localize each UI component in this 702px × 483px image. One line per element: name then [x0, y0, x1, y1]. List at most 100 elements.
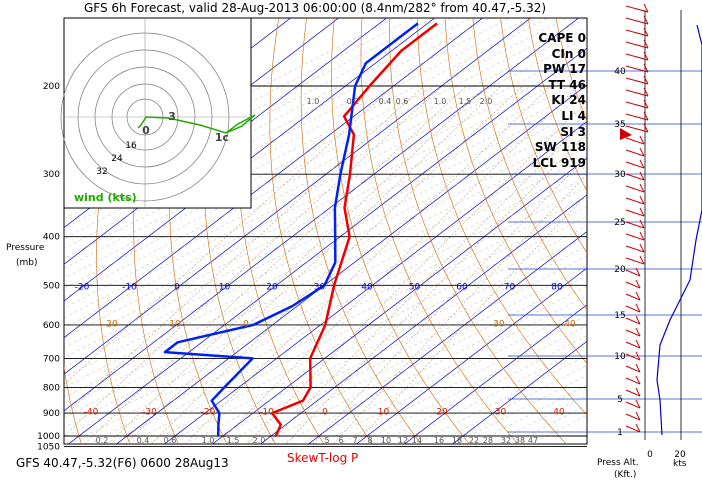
moist-guide-line — [127, 206, 587, 444]
altitude-tick-label: 5 — [617, 395, 623, 405]
index-sw: SW 118 — [534, 140, 586, 155]
moist-guide-line — [64, 18, 549, 269]
mixing-ratio-line — [354, 193, 587, 444]
dry-adiabat-tick-label: 0 — [322, 407, 328, 417]
wind-barb — [643, 87, 649, 97]
wind-barb — [625, 425, 641, 433]
dry-adiabat-upper-label: 0 — [243, 320, 249, 330]
dry-adiabat-tick-label: -10 — [259, 407, 274, 417]
dry-adiabat-tick-label: 20 — [436, 407, 448, 417]
mixing-ratio-bottom-label: 1.5 — [227, 436, 240, 445]
pressure-tick-label: 400 — [43, 233, 60, 243]
moist-guide-line — [396, 345, 587, 444]
moist-guide-line — [280, 285, 587, 444]
hodograph-trace — [137, 114, 256, 134]
mixing-ratio-bottom-label: 2.0 — [253, 436, 266, 445]
moist-guide-line — [64, 18, 510, 249]
moist-guide-line — [357, 325, 587, 444]
mixing-ratio-top-label: 2.0 — [480, 97, 493, 106]
wind-barb — [625, 137, 645, 145]
wind-barb — [639, 159, 645, 169]
wind-barb — [635, 267, 641, 277]
wind-barb — [643, 51, 649, 61]
wind-barb — [639, 195, 645, 205]
dry-adiabat-line — [269, 18, 373, 444]
dry-adiabat-tick-label: 10 — [378, 407, 390, 417]
wind-barb — [625, 65, 649, 73]
dry-adiabat-tick-label: -20 — [201, 407, 216, 417]
dry-adiabat-line — [389, 18, 567, 444]
wind-barb — [625, 221, 645, 229]
dry-adiabat-line — [500, 18, 587, 254]
wind-barb — [643, 75, 649, 85]
moist-guide-line — [146, 216, 587, 444]
wind-barb — [625, 197, 645, 205]
hodograph-ring-label: 16 — [125, 141, 137, 151]
moist-guide-line — [64, 146, 587, 418]
isotherm-line — [67, 47, 587, 444]
mixing-ratio-line — [64, 85, 443, 437]
moist-guide-line — [64, 67, 587, 339]
dry-adiabat-line — [417, 18, 587, 416]
wind-barb — [625, 353, 641, 361]
hodograph-point-label: 1c — [215, 131, 229, 144]
mixing-ratio-top-label: 1.5 — [459, 97, 472, 106]
mixing-ratio-line — [332, 174, 587, 444]
altitude-tick-label: 10 — [614, 352, 626, 362]
index-li: LI 4 — [561, 108, 586, 123]
pressure-tick-label: 600 — [43, 321, 60, 331]
moist-guide-line — [64, 136, 587, 408]
wind-barb — [625, 389, 641, 397]
moist-guide-line — [64, 126, 587, 398]
moist-guide-line — [300, 295, 587, 444]
pressure-tick-label: 800 — [43, 383, 60, 393]
moist-guide-line — [108, 196, 587, 444]
mixing-ratio-bottom-label: 7 — [352, 436, 357, 445]
wind-barb — [635, 339, 641, 349]
moist-guide-line — [64, 37, 587, 309]
isotherm-tick-label: 50 — [409, 283, 421, 293]
wind-barb — [635, 423, 641, 433]
wind-barb — [625, 317, 641, 325]
index-cape: CAPE 0 — [538, 31, 586, 45]
dry-adiabat-tick-label: 40 — [553, 407, 565, 417]
moist-guide-line — [64, 76, 587, 349]
wind-barb — [625, 305, 641, 313]
alt-axis-title: Press Alt. — [597, 458, 639, 468]
wind-barb — [625, 185, 645, 193]
isotherm-tick-label: -10 — [122, 283, 137, 293]
moist-guide-line — [204, 245, 587, 444]
isotherm-line — [259, 194, 587, 444]
moist-guide-line — [453, 375, 587, 444]
altitude-tick-label: 25 — [614, 218, 625, 228]
index-pw: PW 17 — [543, 62, 586, 77]
wind-pennant — [620, 128, 632, 140]
wind-barb — [625, 41, 649, 49]
isotherm-tick-label: 70 — [504, 283, 516, 293]
altitude-tick-label: 20 — [614, 265, 626, 275]
moist-guide-line — [64, 57, 587, 329]
dry-adiabat-tick-label: -40 — [84, 407, 99, 417]
wind-barb — [625, 413, 641, 421]
moist-guide-line — [165, 226, 587, 444]
mixing-ratio-line — [246, 100, 587, 444]
mixing-ratio-bottom-label: 6 — [338, 436, 343, 445]
wind-barb — [643, 99, 649, 109]
mixing-ratio-line — [64, 85, 425, 417]
wind-barb — [639, 171, 645, 181]
pressure-tick-label: 200 — [43, 82, 60, 92]
isotherm-line — [355, 267, 587, 444]
dry-adiabat-line — [444, 18, 587, 364]
mixing-ratio-bottom-label: 22 — [469, 436, 479, 445]
wind-barb — [643, 123, 649, 133]
wind-barb — [625, 101, 649, 109]
index-tt: TT 46 — [548, 77, 586, 92]
isotherm-line — [64, 18, 532, 375]
wind-barb — [625, 125, 649, 133]
index-lcl: LCL 919 — [532, 155, 586, 170]
wind-barb — [625, 377, 641, 385]
chart-title: GFS 6h Forecast, valid 28-Aug-2013 06:00… — [84, 1, 547, 15]
mixing-ratio-bottom-label: 0.4 — [137, 436, 150, 445]
mixing-ratio-top-label: 1.0 — [307, 97, 320, 106]
wind-barb — [635, 315, 641, 325]
